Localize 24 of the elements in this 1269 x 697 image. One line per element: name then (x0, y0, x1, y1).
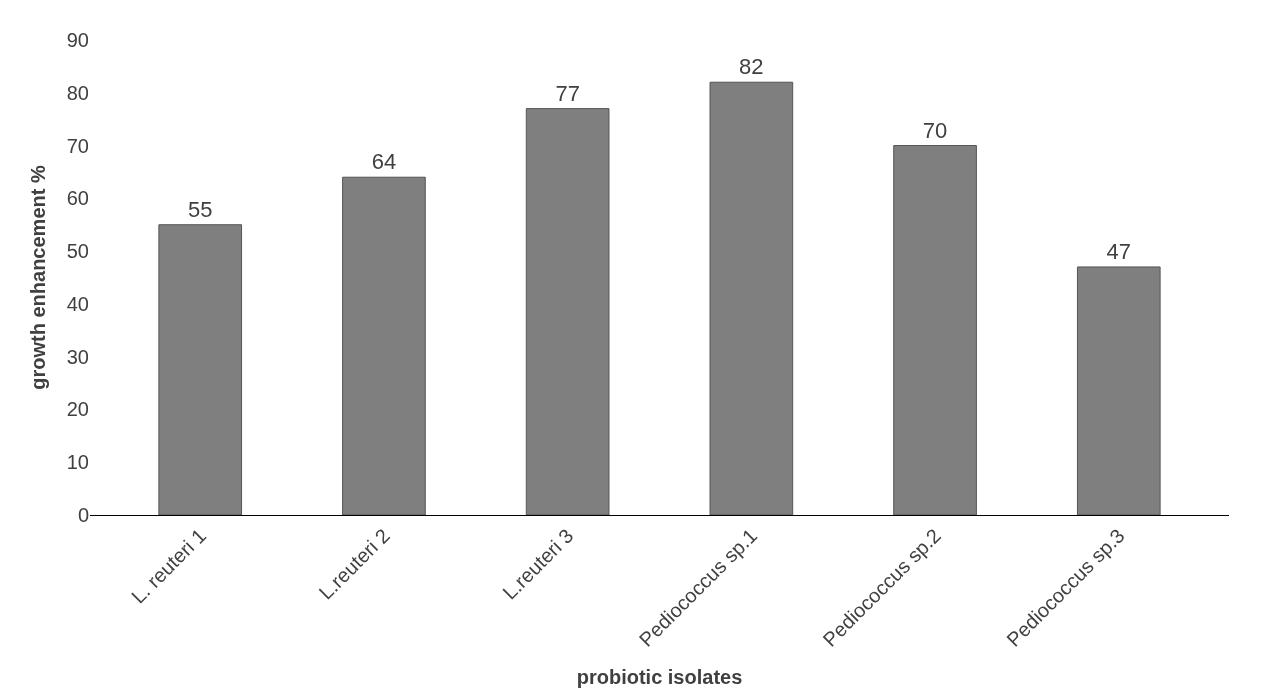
data-label: 82 (739, 54, 764, 80)
y-tick-label: 40 (66, 292, 89, 315)
x-axis-title: probiotic isolates (576, 666, 743, 689)
data-label: 47 (1106, 238, 1132, 264)
y-tick-label: 70 (66, 134, 89, 157)
bar (525, 108, 610, 515)
y-tick-label: 30 (66, 345, 89, 368)
y-tick-label: 80 (66, 81, 89, 104)
bar (709, 81, 794, 515)
y-tick-label: 20 (66, 398, 89, 421)
bar (342, 176, 426, 515)
bar (1076, 266, 1161, 515)
y-tick-label: 90 (66, 29, 89, 51)
y-axis-title: growth enhancement % (27, 165, 50, 390)
data-label: 55 (187, 196, 213, 222)
data-label: 64 (371, 149, 397, 175)
data-label: 70 (922, 117, 948, 143)
y-tick-label: 50 (66, 240, 89, 263)
data-label: 77 (555, 80, 580, 106)
y-tick-label: 60 (66, 187, 89, 210)
y-tick-label: 10 (66, 451, 89, 474)
bar (893, 145, 977, 515)
y-tick-label: 0 (77, 504, 89, 526)
bar (158, 224, 243, 515)
